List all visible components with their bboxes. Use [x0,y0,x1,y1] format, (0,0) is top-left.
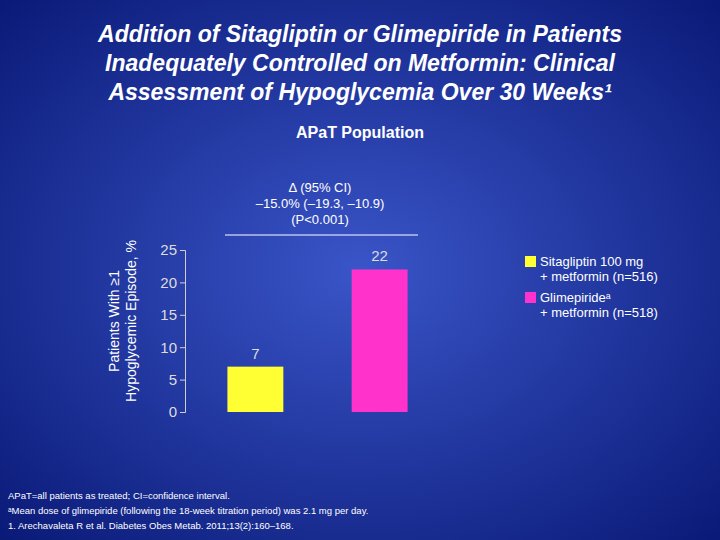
annotation-line [225,235,418,236]
y-axis-label-line: Patients With ≥1 [106,270,122,372]
tick-label: 15 [160,306,177,323]
chart: Addition of Sitagliptin or Glimepiride i… [0,0,720,540]
bars [227,269,407,412]
footnote: APaT=all patients as treated; CI=confide… [8,490,230,501]
annotation: Δ (95% CI)–15.0% (–19.3, –10.9)(P<0.001) [256,180,385,227]
footnote: ᵃMean dose of glimepiride (following the… [8,505,368,516]
bar [227,367,283,412]
axis-line [180,251,186,413]
y-axis: 0 5 10 15 20 25 [160,241,185,420]
tick-label: 25 [160,241,177,258]
tick: 25 [160,241,185,258]
bar [352,269,408,412]
data-label: 22 [371,247,388,264]
tick: 5 [169,371,185,388]
tick-mark [180,380,185,381]
legend-label: Sitagliptin 100 mg+ metformin (n=516) [540,254,658,284]
y-axis-label-line: Hypoglycemic Episode, % [123,240,139,402]
background [0,0,720,540]
subtitle-line: APaT Population [296,124,424,141]
tick-label: 5 [169,371,177,388]
title-line: Assessment of Hypoglycemia Over 30 Weeks… [107,79,612,105]
legend-label-line: + metformin (n=516) [540,269,658,284]
title: Addition of Sitagliptin or Glimepiride i… [97,21,622,105]
tick: 20 [160,274,185,291]
y-axis-label: Patients With ≥1Hypoglycemic Episode, % [106,240,139,402]
tick-label: 10 [160,339,177,356]
tick-mark [180,282,185,283]
data-label: 7 [251,345,259,362]
legend-label-line: Sitagliptin 100 mg [540,254,643,269]
tick-mark [180,347,185,348]
tick-mark [180,315,185,316]
legend-label: Glimepirideᵃ+ metformin (n=518) [540,290,658,320]
tick-mark [180,412,185,413]
legend-label-line: + metformin (n=518) [540,305,658,320]
tick-label: 0 [169,403,177,420]
legend-swatch [525,256,536,267]
legend: Sitagliptin 100 mg+ metformin (n=516) Gli… [525,254,658,320]
annotation-line: (P<0.001) [291,212,348,227]
title-line: Inadequately Controlled on Metformin: Cl… [105,50,615,76]
tick: 0 [169,403,185,420]
tick-mark [180,250,185,251]
footnote: 1. Arechavaleta R et al. Diabetes Obes M… [8,520,294,531]
annotation-line: Δ (95% CI) [289,180,352,195]
tick: 15 [160,306,185,323]
subtitle: APaT Population [296,124,424,141]
annotation-line: –15.0% (–19.3, –10.9) [256,196,385,211]
legend-swatch [525,292,536,303]
tick: 10 [160,339,185,356]
title-line: Addition of Sitagliptin or Glimepiride i… [97,21,622,47]
legend-label-line: Glimepirideᵃ [540,290,611,305]
tick-label: 20 [160,274,177,291]
